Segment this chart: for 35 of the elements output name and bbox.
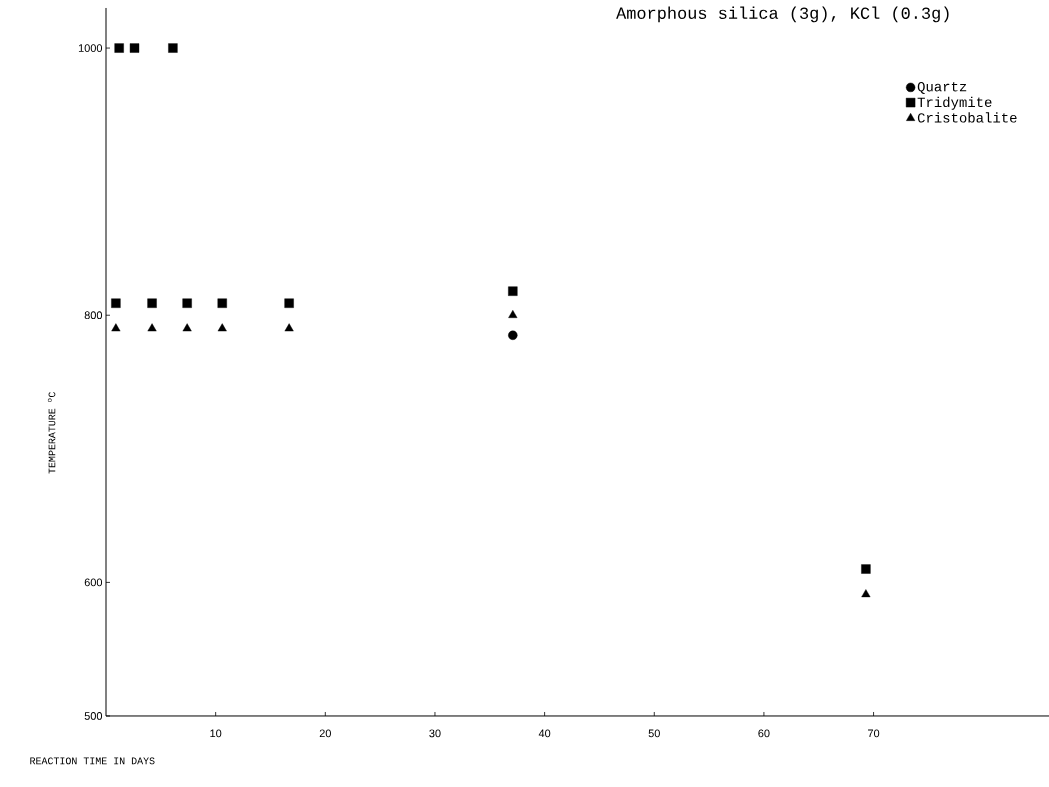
- x-tick-label: 60: [758, 729, 770, 738]
- x-tick-label: 30: [429, 729, 441, 738]
- point: [217, 298, 227, 308]
- point: [147, 323, 157, 332]
- point: [508, 286, 518, 296]
- x-axis-title: REACTION TIME IN DAYS: [30, 757, 155, 765]
- point: [861, 564, 871, 574]
- point: [861, 589, 871, 598]
- legend-label: Cristobalite: [917, 112, 1017, 123]
- point: [284, 323, 294, 332]
- legend-label: Tridymite: [917, 96, 992, 110]
- point: [508, 310, 518, 318]
- point: [147, 298, 157, 308]
- point: [182, 323, 192, 332]
- point: [508, 330, 518, 340]
- chart-title: Amorphous silica (3g), KCl (0.3g): [616, 6, 949, 23]
- point: [168, 43, 178, 53]
- point: [182, 298, 192, 308]
- y-tick-label: 500: [84, 712, 103, 720]
- point: [129, 43, 140, 53]
- x-tick-label: 50: [648, 729, 660, 738]
- y-tick-label: 600: [84, 578, 103, 587]
- point: [111, 298, 121, 308]
- point: [284, 298, 294, 308]
- x-tick-label: 70: [868, 729, 880, 738]
- y-axis-title: TEMPERATURE $^{o}$C: [47, 392, 56, 474]
- point: [114, 43, 124, 53]
- point: [217, 323, 227, 332]
- x-tick-label: 40: [538, 729, 551, 738]
- y-tick-label: 1000: [78, 44, 103, 52]
- legend-label: Quartz: [917, 81, 967, 94]
- x-tick-label: 20: [319, 729, 331, 738]
- point: [111, 323, 121, 332]
- y-tick-label: 800: [84, 311, 103, 320]
- x-tick-label: 10: [210, 729, 222, 738]
